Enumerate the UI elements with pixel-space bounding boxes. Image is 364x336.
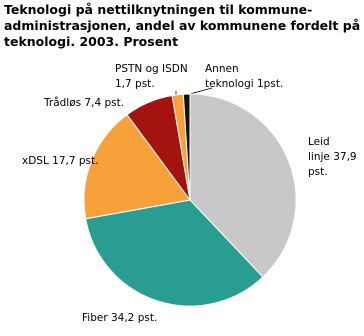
pie-slice bbox=[182, 93, 191, 201]
pie-slice bbox=[83, 113, 191, 220]
chart-title: Teknologi på nettilknytningen til kommun… bbox=[4, 2, 361, 49]
pie-slice bbox=[85, 199, 264, 307]
slice-label: PSTN og ISDN 1,7 pst. bbox=[115, 63, 188, 90]
slice-label: Leid linje 37,9 pst. bbox=[308, 136, 357, 178]
slice-label: xDSL 17,7 pst. bbox=[22, 155, 99, 167]
pie-slice bbox=[189, 93, 297, 278]
slice-label: Annen teknologi 1pst. bbox=[205, 63, 284, 90]
slice-label: Trådløs 7,4 pst. bbox=[44, 97, 125, 109]
slice-label: Fiber 34,2 pst. bbox=[82, 312, 158, 324]
